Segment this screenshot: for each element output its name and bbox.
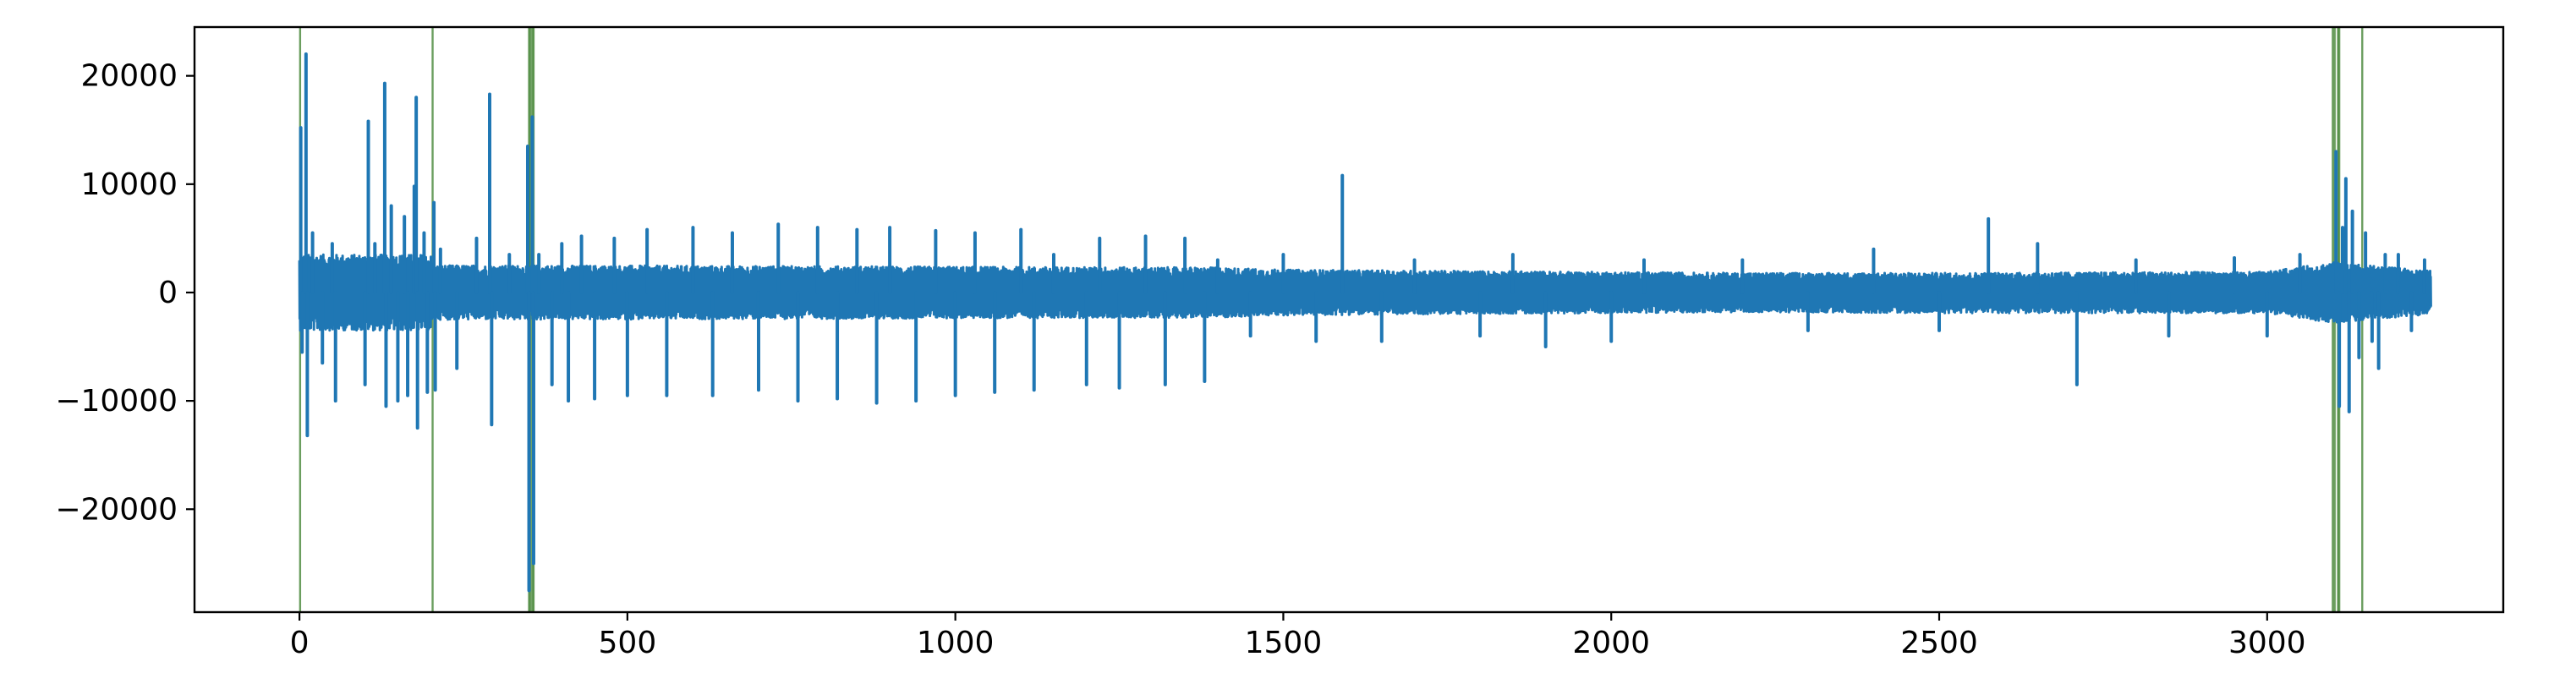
y-tick-label-0: 20000: [80, 59, 178, 94]
x-tick-label-1: 500: [599, 626, 657, 660]
plot-frame: [193, 25, 2505, 614]
y-tick-label-1: 10000: [80, 167, 178, 202]
x-tick-label-3: 1500: [1245, 626, 1323, 660]
x-axis: 0 500 1000 1500 2000 2500 3000: [290, 612, 2306, 660]
y-tick-label-4: −20000: [55, 492, 178, 527]
x-tick-label-5: 2500: [1900, 626, 1978, 660]
y-axis: 20000 10000 0 −10000 −20000: [55, 59, 195, 527]
x-tick-label-6: 3000: [2228, 626, 2306, 660]
y-tick-label-2: 0: [158, 276, 178, 310]
x-tick-label-0: 0: [290, 626, 310, 660]
x-tick-label-4: 2000: [1572, 626, 1650, 660]
series-group: [298, 52, 2432, 593]
y-tick-label-3: −10000: [55, 384, 178, 419]
x-tick-label-2: 1000: [917, 626, 995, 660]
